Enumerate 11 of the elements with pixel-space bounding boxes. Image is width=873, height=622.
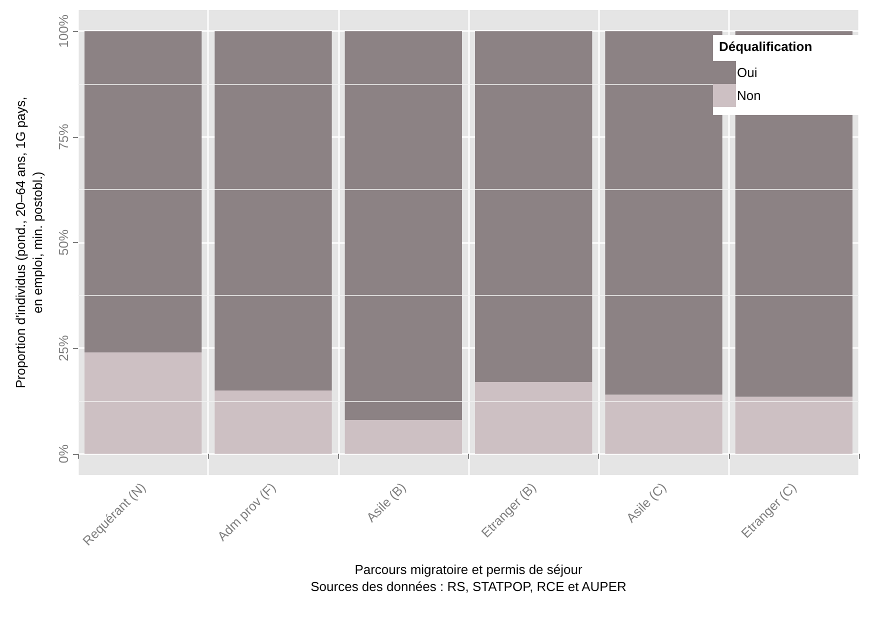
y-axis-title: Proportion d'individus (pond., 20–64 ans, 1G pays, en emploi, min. postobl.) <box>13 96 45 388</box>
source-note: Sources des données : RS, STATPOP, RCE et AUPER <box>310 579 626 594</box>
y-tick-label: 75% <box>56 123 71 150</box>
y-tick-label: 25% <box>56 334 71 362</box>
y-tick-label: 0% <box>56 444 71 464</box>
y-tick-label: 50% <box>56 229 71 256</box>
x-axis-title: Parcours migratoire et permis de séjour <box>354 562 583 577</box>
y-tick-label: 100% <box>56 14 71 48</box>
legend-label: Oui <box>737 65 758 80</box>
legend-label: Non <box>737 88 761 103</box>
legend-title: Déqualification <box>719 39 812 54</box>
